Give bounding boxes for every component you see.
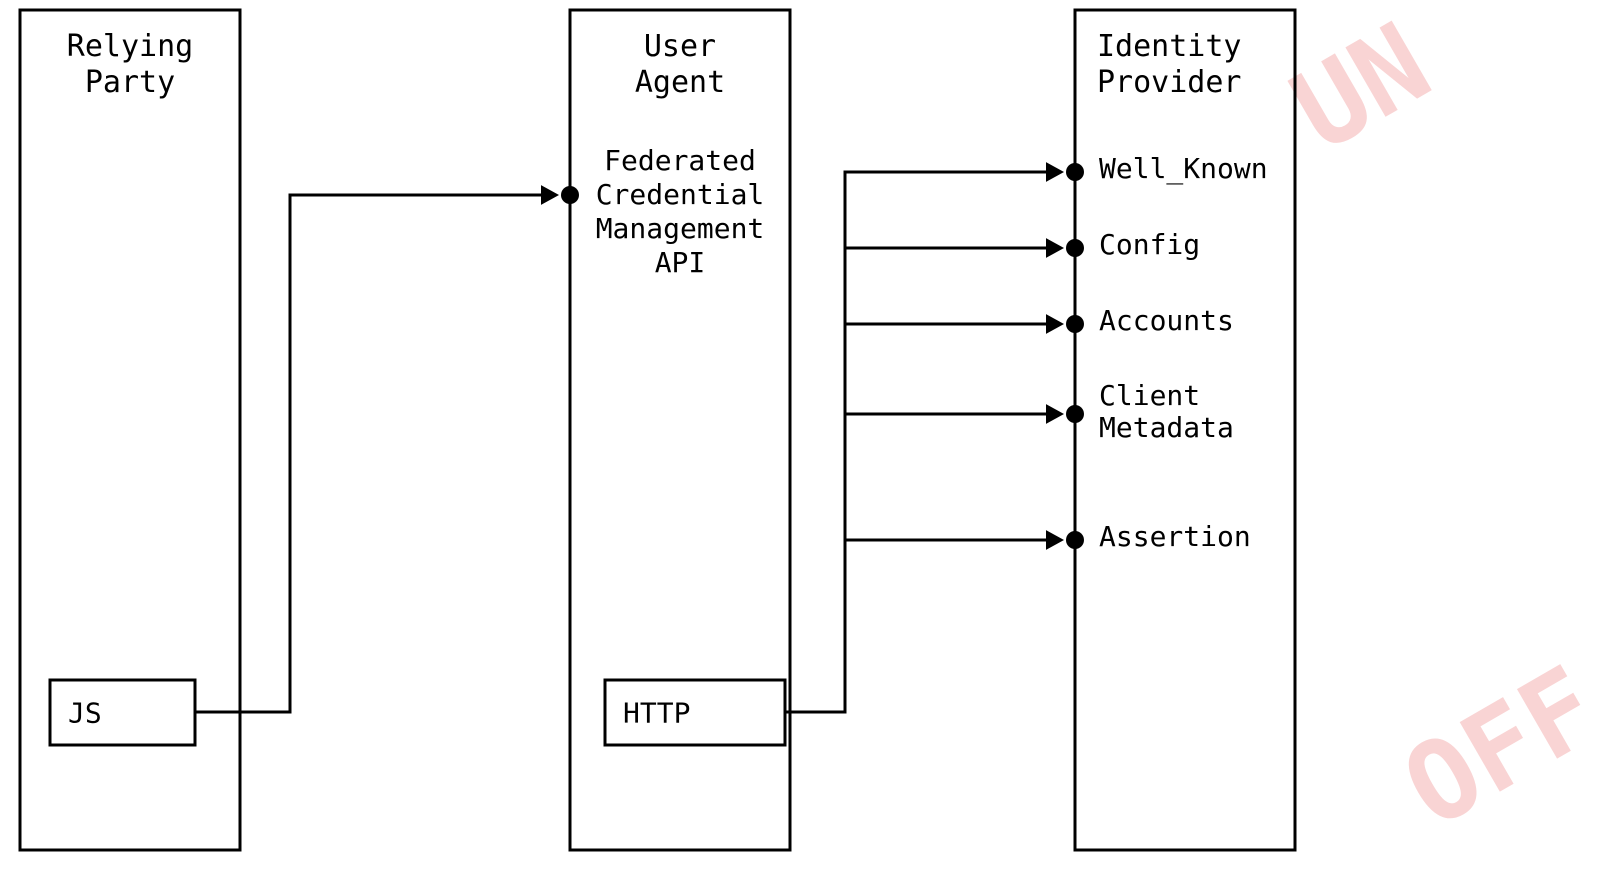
port-label-idp_config: Config [1099,228,1200,261]
watermark-top: UN [1272,0,1451,176]
port-idp_assertion [1066,531,1084,549]
arrowhead-4 [1046,404,1064,424]
port-label-idp_assertion: Assertion [1099,520,1251,553]
port-label-idp_accounts: Accounts [1099,304,1234,337]
port-idp_client [1066,405,1084,423]
http-box-label: HTTP [623,696,690,729]
port-label-idp_client: ClientMetadata [1099,379,1234,444]
port-label-idp_wellknown: Well_Known [1099,152,1268,186]
user-agent-subtitle: FederatedCredentialManagementAPI [596,144,765,279]
connector-1 [785,172,1046,712]
http-box: HTTP [605,680,785,745]
fedcm-architecture-diagram: UN OFF RelyingParty UserAgent FederatedC… [0,0,1600,875]
arrowhead-2 [1046,238,1064,258]
port-idp_accounts [1066,315,1084,333]
arrowhead-3 [1046,314,1064,334]
arrowhead-5 [1046,530,1064,550]
relying-party-title: RelyingParty [67,29,193,100]
watermark-bottom: OFF [1383,642,1600,852]
port-idp_config [1066,239,1084,257]
port-ua_api [561,186,579,204]
relying-party-box: RelyingParty [20,10,240,850]
identity-provider-title: IdentityProvider [1097,29,1242,100]
connector-0 [195,195,541,712]
port-idp_wellknown [1066,163,1084,181]
js-box-label: JS [68,696,102,729]
user-agent-title: UserAgent [635,29,725,100]
arrowhead-1 [1046,162,1064,182]
js-box: JS [50,680,195,745]
arrowhead-0 [541,185,559,205]
watermark: UN OFF [1272,0,1600,852]
